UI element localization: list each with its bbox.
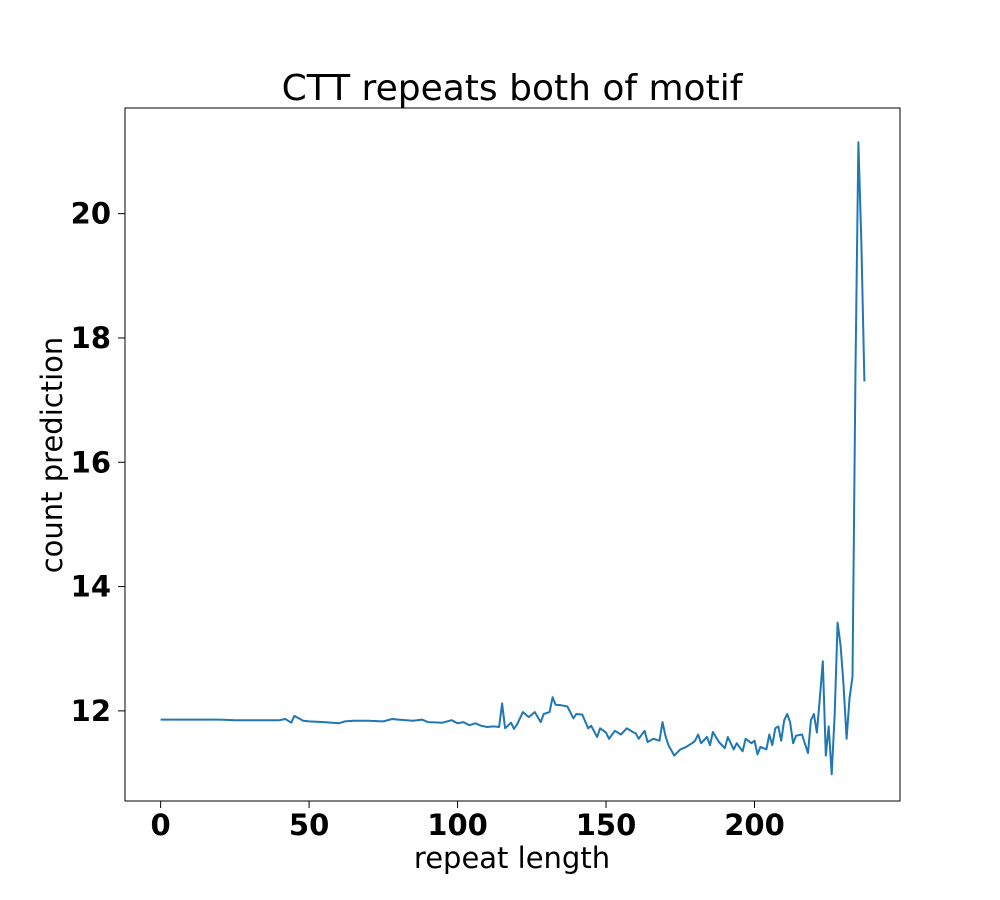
x-tick-label: 100 — [427, 808, 488, 842]
series-line — [160, 141, 866, 776]
y-axis: 12 14 16 18 20 — [71, 197, 125, 728]
chart-title: CTT repeats both of motif — [282, 68, 744, 109]
x-tick-label: 0 — [151, 808, 171, 842]
x-axis: 0 50 100 150 200 — [151, 801, 785, 842]
y-tick-label: 12 — [71, 694, 111, 728]
y-tick-label: 18 — [71, 321, 111, 355]
y-tick-label: 16 — [71, 445, 111, 479]
plot-area — [160, 141, 866, 776]
x-axis-label: repeat length — [414, 841, 610, 875]
y-axis-label: count prediction — [35, 337, 69, 574]
y-tick-label: 20 — [71, 197, 111, 231]
x-tick-label: 200 — [724, 808, 785, 842]
y-tick-label: 14 — [71, 570, 111, 604]
x-tick-label: 50 — [289, 808, 329, 842]
plot-frame — [124, 107, 901, 802]
x-tick-label: 150 — [576, 808, 637, 842]
